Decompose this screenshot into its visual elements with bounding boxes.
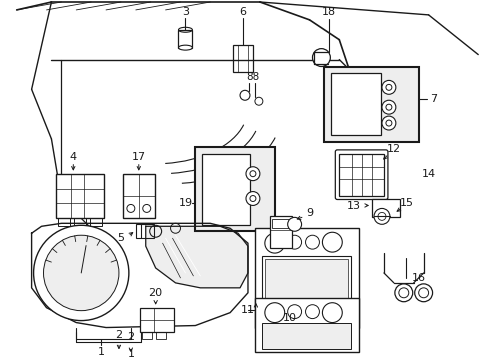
Circle shape [287, 235, 301, 249]
Text: 3: 3 [182, 7, 188, 17]
Bar [74, 219, 86, 226]
Circle shape [381, 80, 395, 94]
Text: 1: 1 [98, 347, 104, 357]
Bar [254, 228, 358, 328]
Text: 13: 13 [346, 202, 361, 211]
Circle shape [373, 208, 389, 224]
Circle shape [34, 225, 129, 321]
Bar [233, 45, 252, 72]
Text: 2: 2 [115, 330, 122, 341]
Text: 5: 5 [117, 233, 124, 243]
Text: 2: 2 [127, 332, 134, 342]
Text: 4: 4 [70, 152, 77, 162]
Text: 9: 9 [305, 208, 312, 219]
Bar [254, 298, 358, 352]
Circle shape [322, 232, 342, 252]
Text: 19: 19 [178, 198, 192, 208]
Circle shape [414, 284, 432, 302]
Bar [58, 219, 70, 226]
Bar [136, 224, 153, 238]
Text: 7: 7 [429, 94, 436, 104]
Bar [339, 154, 383, 195]
Text: 16: 16 [411, 273, 425, 283]
Text: 18: 18 [322, 7, 336, 17]
Bar [178, 30, 192, 48]
Circle shape [245, 192, 259, 206]
Circle shape [245, 167, 259, 181]
Circle shape [43, 235, 119, 311]
Bar [262, 323, 350, 349]
Circle shape [305, 235, 319, 249]
Text: 14: 14 [421, 169, 435, 179]
Text: 88: 88 [246, 72, 259, 82]
Circle shape [264, 233, 284, 253]
Bar [331, 73, 380, 135]
Bar [324, 67, 418, 142]
Polygon shape [32, 223, 247, 328]
Text: 17: 17 [131, 152, 145, 162]
Bar [264, 259, 347, 312]
Bar [142, 333, 151, 339]
Bar [371, 199, 399, 217]
Circle shape [381, 116, 395, 130]
Text: 6: 6 [239, 7, 246, 17]
Circle shape [312, 49, 330, 67]
Circle shape [287, 217, 301, 231]
Text: 11: 11 [241, 305, 254, 315]
Bar [262, 256, 350, 316]
Bar [56, 174, 104, 219]
Bar [195, 147, 274, 231]
Bar [271, 219, 289, 228]
Circle shape [381, 100, 395, 114]
Bar [155, 333, 165, 339]
Bar [122, 174, 154, 219]
Bar [269, 216, 291, 248]
Text: 10: 10 [282, 312, 296, 323]
Ellipse shape [178, 45, 192, 50]
Text: 15: 15 [399, 198, 413, 208]
Polygon shape [145, 226, 247, 288]
Text: 12: 12 [386, 144, 400, 154]
Circle shape [394, 284, 412, 302]
Bar [202, 154, 249, 225]
Bar [140, 308, 173, 333]
Bar [90, 219, 102, 226]
Text: 20: 20 [148, 288, 163, 298]
Text: 1: 1 [127, 349, 134, 359]
